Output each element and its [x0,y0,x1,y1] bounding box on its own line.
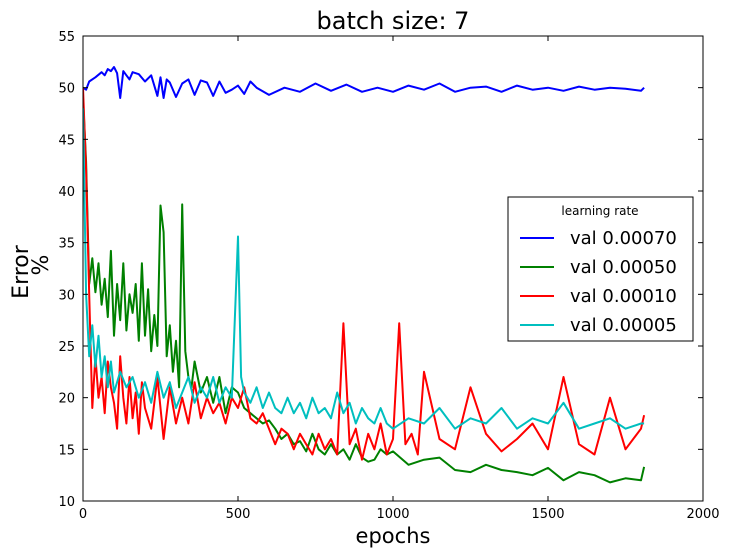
series-line-3 [83,87,646,461]
legend-entry-1: val 0.00070 [570,228,677,249]
y-axis-label: Error % [9,244,54,299]
legend-entry-2: val 0.00050 [570,257,677,278]
x-tick-label: 1000 [376,507,409,522]
y-axis-label-line-2: % [29,255,54,276]
y-tick-label: 45 [58,133,75,148]
legend-entry-3: val 0.00010 [570,286,677,307]
series-line-4 [83,108,645,430]
x-tick-label: 1500 [531,507,564,522]
x-tick-label: 500 [226,507,251,522]
y-tick-label: 15 [58,443,75,458]
y-tick-label: 40 [58,185,75,200]
y-tick-label: 55 [58,30,75,45]
x-tick-label: 0 [79,507,87,522]
y-tick-label: 50 [58,82,75,97]
y-tick-label: 20 [58,392,75,407]
y-tick-label: 25 [58,340,75,355]
legend-entry-4: val 0.00005 [570,315,677,336]
axes: 0 500 1000 1500 2000 10 15 20 25 30 35 40 45 50 55 [58,30,719,522]
y-tick-label: 30 [58,288,75,303]
legend-box [507,196,694,342]
y-tick-label: 35 [58,237,75,252]
x-axis-label: epochs [356,524,431,548]
y-tick-label: 10 [58,495,75,510]
y-axis-label-line-1: Error [9,244,34,299]
x-tick-label: 2000 [686,507,719,522]
legend-title: learning rate [561,204,638,218]
series-line-2 [83,97,646,484]
series-line-1 [83,66,645,99]
legend: learning rate val 0.00070 val 0.00050 val 0… [507,196,694,342]
plot-area [83,66,646,484]
chart-title: batch size: 7 [317,7,470,35]
